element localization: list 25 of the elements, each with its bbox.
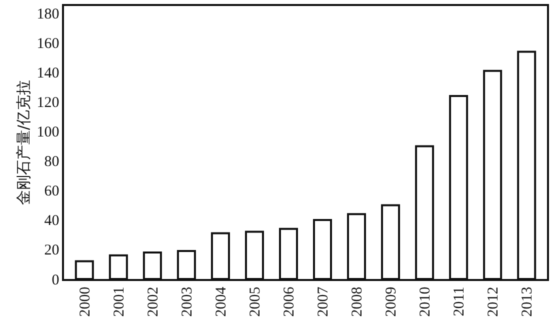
x-tick-label: 2004 <box>213 286 230 317</box>
x-tick-label: 2003 <box>179 286 196 317</box>
x-tick-label: 2013 <box>519 286 536 317</box>
x-tick-label: 2008 <box>349 286 366 317</box>
y-tick-label: 80 <box>44 154 60 170</box>
x-tick-label: 2011 <box>451 286 468 316</box>
x-tick-label: 2001 <box>111 286 128 317</box>
x-tick-label: 2009 <box>383 286 400 317</box>
y-tick-label: 100 <box>36 124 60 141</box>
y-tick-label: 60 <box>44 184 60 200</box>
y-tick-label: 40 <box>44 213 60 230</box>
x-tick-label: 2012 <box>485 286 502 317</box>
y-tick-label: 120 <box>36 95 60 112</box>
y-tick-label: 0 <box>52 272 60 288</box>
x-tick-label: 2000 <box>77 286 94 317</box>
y-axis-title: 金刚石产量/亿克拉 <box>14 80 32 206</box>
x-tick-label: 2002 <box>145 286 162 317</box>
y-tick-label: 140 <box>36 66 60 82</box>
y-tick-label: 20 <box>44 242 60 259</box>
x-tick-label: 2007 <box>315 286 332 317</box>
y-tick-label: 180 <box>36 6 60 23</box>
x-tick-label: 2006 <box>281 286 298 317</box>
x-tick-label: 2010 <box>417 286 434 317</box>
x-tick-label: 2005 <box>247 286 264 317</box>
y-tick-label: 160 <box>36 36 60 52</box>
